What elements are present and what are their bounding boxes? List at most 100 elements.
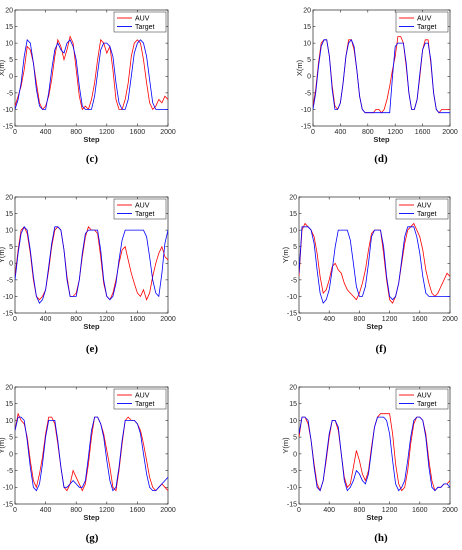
x-tick-label: 1600 <box>130 507 146 514</box>
y-tick-label: 5 <box>9 244 13 251</box>
x-tick-label: 0 <box>297 316 301 323</box>
y-tick-label: -5 <box>7 468 13 475</box>
y-axis-label: Y(m) <box>0 246 6 263</box>
x-tick-label: 1200 <box>99 316 115 323</box>
series-line-target <box>299 226 450 304</box>
y-tick-label: -10 <box>301 107 311 114</box>
x-tick-label: 400 <box>335 129 347 136</box>
y-tick-label: -10 <box>287 485 297 492</box>
x-tick-label: 400 <box>40 316 52 323</box>
y-tick-label: 10 <box>5 41 13 48</box>
y-tick-label: 20 <box>289 194 297 201</box>
panel-label: (c) <box>86 153 99 165</box>
panel-label: (d) <box>374 153 388 165</box>
y-tick-label: 5 <box>9 435 13 442</box>
y-tick-label: 0 <box>307 74 311 81</box>
y-axis-label: X(m) <box>0 59 6 76</box>
legend-box <box>395 11 449 33</box>
x-tick-label: 1200 <box>99 507 115 514</box>
y-tick-label: -10 <box>287 294 297 301</box>
y-tick-label: -10 <box>3 294 13 301</box>
x-axis-label: Step <box>366 513 383 522</box>
panel-label: (f) <box>376 343 387 355</box>
legend-box <box>113 388 167 410</box>
x-tick-label: 1200 <box>382 316 398 323</box>
x-tick-label: 2000 <box>160 129 176 136</box>
y-tick-label: 10 <box>5 418 13 425</box>
y-tick-label: 20 <box>5 384 13 391</box>
series-line-target <box>15 226 168 304</box>
y-tick-label: -15 <box>287 501 297 508</box>
x-tick-label: 800 <box>362 129 374 136</box>
y-tick-label: 15 <box>289 401 297 408</box>
chart-panel-5: 0 400 800 1200 1600 2000 -15 -10 -5 0 5 10 15 20 Step Y… <box>0 384 176 544</box>
x-tick-label: 800 <box>70 316 82 323</box>
y-tick-label: -5 <box>305 90 311 97</box>
y-tick-label: 15 <box>5 211 13 218</box>
x-tick-label: 0 <box>297 507 301 514</box>
x-tick-label: 400 <box>40 507 52 514</box>
series-line-auv <box>15 35 168 111</box>
x-tick-label: 0 <box>13 129 17 136</box>
y-tick-label: 10 <box>289 228 297 235</box>
y-tick-label: 20 <box>289 384 297 391</box>
y-tick-label: 0 <box>293 261 297 268</box>
x-tick-label: 1600 <box>412 316 428 323</box>
y-tick-label: 10 <box>289 418 297 425</box>
y-tick-label: 5 <box>293 435 297 442</box>
panel-label: (h) <box>374 532 388 544</box>
series-line-target <box>15 416 168 492</box>
y-tick-label: 15 <box>303 24 311 31</box>
x-axis-label: Step <box>373 135 390 144</box>
y-tick-label: 5 <box>9 57 13 64</box>
y-tick-label: -15 <box>3 123 13 130</box>
x-tick-label: 400 <box>323 507 335 514</box>
legend-entry-target: Target <box>135 211 155 218</box>
x-tick-label: 1600 <box>415 129 431 136</box>
x-tick-label: 400 <box>323 316 335 323</box>
legend-box <box>395 388 449 410</box>
series-line-target <box>15 38 168 110</box>
series-line-auv <box>15 412 168 492</box>
y-tick-label: -15 <box>3 310 13 317</box>
y-axis-label: X(m) <box>295 59 304 76</box>
x-tick-label: 800 <box>70 507 82 514</box>
chart-panel-2: 0 400 800 1200 1600 2000 -15 -10 -5 0 5 10 15 20 Step X… <box>295 7 458 165</box>
x-tick-label: 2000 <box>160 316 176 323</box>
y-tick-label: -15 <box>301 123 311 130</box>
x-tick-label: 2000 <box>442 316 458 323</box>
chart-panel-6: 0 400 800 1200 1600 2000 -15 -10 -5 0 5 10 15 20 Step Y… <box>281 384 458 544</box>
y-tick-label: 20 <box>5 7 13 14</box>
y-tick-label: -10 <box>3 107 13 114</box>
x-tick-label: 1200 <box>387 129 403 136</box>
y-tick-label: 10 <box>303 41 311 48</box>
y-tick-label: -5 <box>291 468 297 475</box>
y-tick-label: 0 <box>9 261 13 268</box>
legend-entry-auv: AUV <box>135 203 150 210</box>
y-tick-label: 0 <box>9 451 13 458</box>
x-tick-label: 800 <box>70 129 82 136</box>
y-tick-label: 0 <box>293 451 297 458</box>
series-line-target <box>313 39 450 114</box>
y-axis-label: Y(m) <box>281 246 290 263</box>
y-tick-label: 10 <box>5 228 13 235</box>
legend-entry-auv: AUV <box>135 393 150 400</box>
y-axis-label: Y(m) <box>0 437 6 454</box>
x-tick-label: 0 <box>13 507 17 514</box>
x-tick-label: 1200 <box>382 507 398 514</box>
legend-entry-auv: AUV <box>135 16 150 23</box>
legend-entry-auv: AUV <box>417 203 432 210</box>
legend-box <box>113 198 167 220</box>
y-tick-label: 15 <box>5 24 13 31</box>
y-axis-label: Y(m) <box>281 437 290 454</box>
x-tick-label: 0 <box>311 129 315 136</box>
y-tick-label: 20 <box>5 194 13 201</box>
x-tick-label: 2000 <box>442 507 458 514</box>
panel-label: (g) <box>86 532 99 544</box>
x-axis-label: Step <box>83 513 100 522</box>
x-tick-label: 800 <box>354 507 366 514</box>
